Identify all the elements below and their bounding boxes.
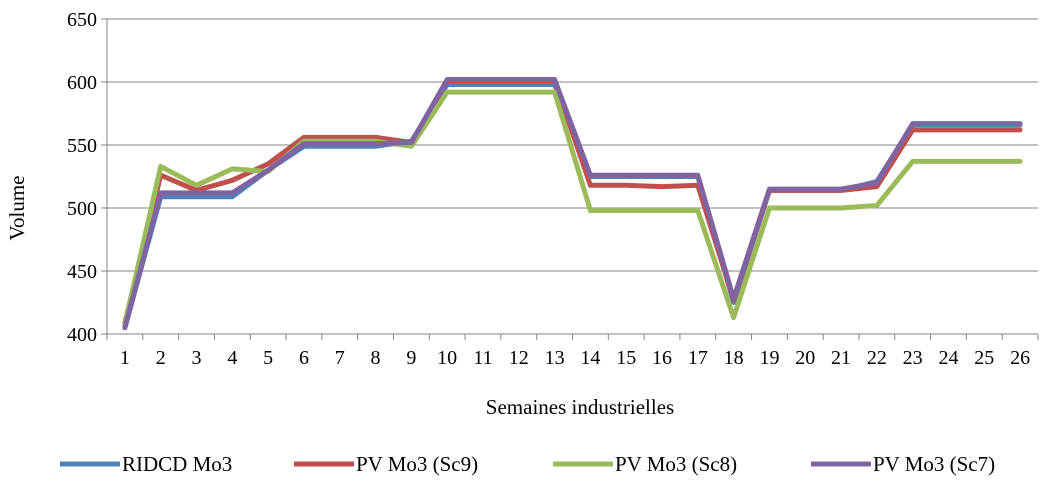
x-tick-label: 21 — [831, 347, 851, 369]
x-tick-label: 25 — [974, 347, 994, 369]
y-tick-label: 650 — [67, 9, 97, 31]
x-tick-label: 1 — [120, 347, 130, 369]
x-tick-label: 19 — [759, 347, 779, 369]
legend-label: PV Mo3 (Sc8) — [615, 452, 737, 476]
y-tick-label: 600 — [67, 72, 97, 94]
x-axis-title: Semaines industrielles — [486, 395, 674, 419]
x-tick-label: 10 — [437, 347, 457, 369]
y-axis-title: Volume — [5, 176, 29, 241]
y-tick-label: 500 — [67, 198, 97, 220]
x-tick-label: 7 — [335, 347, 345, 369]
x-tick-label: 26 — [1010, 347, 1030, 369]
legend-label: PV Mo3 (Sc7) — [873, 452, 995, 476]
series-lines — [122, 77, 1023, 331]
x-tick-label: 6 — [299, 347, 309, 369]
x-tick-label: 22 — [867, 347, 887, 369]
x-tick-label: 3 — [192, 347, 202, 369]
x-tick-label: 23 — [903, 347, 923, 369]
x-tick-label: 11 — [473, 347, 492, 369]
x-tick-label: 5 — [263, 347, 273, 369]
y-tick-label: 400 — [67, 324, 97, 346]
y-tick-label: 450 — [67, 261, 97, 283]
x-tick-label: 8 — [371, 347, 381, 369]
x-tick-label: 13 — [545, 347, 565, 369]
x-tick-label: 18 — [724, 347, 744, 369]
x-tick-label: 17 — [688, 347, 708, 369]
x-tick-label: 2 — [156, 347, 166, 369]
x-tick-label: 20 — [795, 347, 815, 369]
x-tick-label: 15 — [616, 347, 636, 369]
x-tick-label: 14 — [580, 347, 600, 369]
series-line-2 — [122, 78, 1023, 326]
x-tick-label: 16 — [652, 347, 672, 369]
legend-label: PV Mo3 (Sc9) — [356, 452, 478, 476]
series-line-4 — [122, 77, 1023, 331]
legend-label: RIDCD Mo3 — [122, 452, 232, 476]
x-tick-label: 24 — [938, 347, 958, 369]
x-tick-label: 9 — [406, 347, 416, 369]
y-tick-label: 550 — [67, 135, 97, 157]
x-tick-label: 12 — [509, 347, 529, 369]
x-tick-label: 4 — [227, 347, 237, 369]
legend: RIDCD Mo3 PV Mo3 (Sc9) PV Mo3 (Sc8) PV Mo3 … — [60, 452, 995, 476]
